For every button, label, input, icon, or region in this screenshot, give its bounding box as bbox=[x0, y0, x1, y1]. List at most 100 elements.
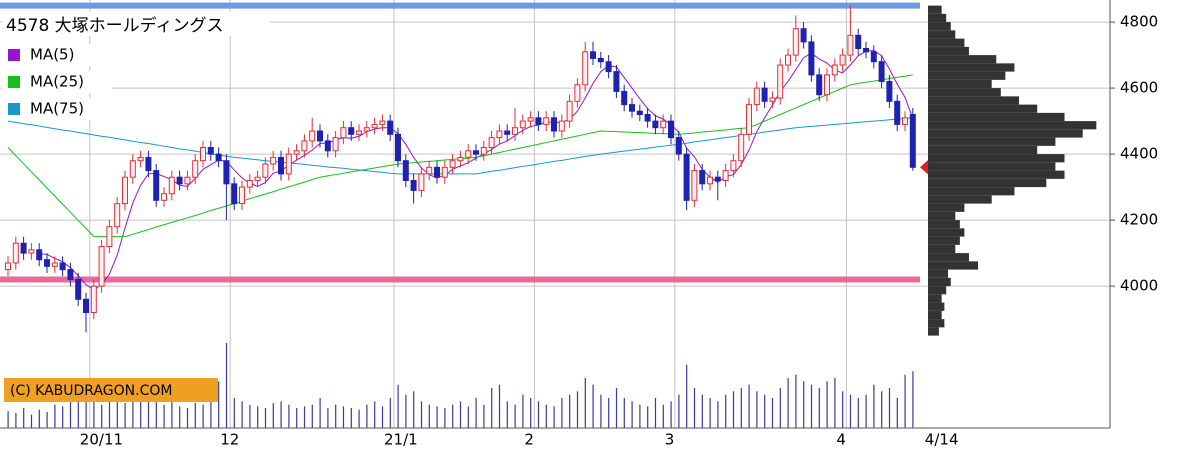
candle-body bbox=[75, 279, 82, 300]
candle-body bbox=[83, 298, 89, 314]
volume-bar bbox=[147, 398, 150, 428]
profile-bar bbox=[928, 79, 992, 89]
volume-bar bbox=[592, 384, 594, 428]
volume-bar bbox=[140, 388, 142, 428]
volume-bar bbox=[186, 408, 189, 428]
profile-bar bbox=[928, 253, 969, 262]
volume-bar bbox=[693, 388, 696, 428]
candle-body bbox=[738, 133, 745, 162]
x-tick-label: 4 bbox=[836, 431, 846, 449]
candle-body bbox=[254, 176, 261, 182]
candle-body bbox=[566, 100, 573, 122]
profile-bar bbox=[928, 211, 956, 221]
volume-bar bbox=[23, 408, 25, 428]
volume-bar bbox=[280, 401, 282, 428]
volume-bar bbox=[639, 404, 641, 428]
candle-body bbox=[457, 156, 464, 162]
volume-bar bbox=[600, 394, 602, 428]
profile-bar bbox=[928, 277, 951, 287]
volume-bar bbox=[725, 394, 727, 428]
candle-body bbox=[379, 120, 386, 125]
volume-bar bbox=[303, 406, 306, 428]
candle-body bbox=[808, 41, 815, 76]
profile-bar bbox=[928, 22, 951, 31]
candle-body bbox=[535, 117, 542, 125]
volume-bar bbox=[257, 406, 259, 428]
chart-title: 4578 大塚ホールディングス bbox=[6, 15, 223, 36]
volume-bar bbox=[810, 384, 813, 428]
volume-bar bbox=[171, 401, 173, 428]
profile-bar bbox=[928, 129, 1083, 138]
legend-background bbox=[2, 98, 112, 120]
copyright: (C) KABUDRAGON.COM bbox=[10, 383, 172, 399]
candle-body bbox=[317, 130, 323, 142]
profile-bar bbox=[928, 170, 1065, 179]
candle-body bbox=[207, 147, 214, 155]
volume-bar bbox=[670, 401, 672, 428]
volume-bar bbox=[108, 398, 111, 428]
x-tick-label: 20/11 bbox=[80, 431, 123, 449]
volume-bar bbox=[444, 408, 446, 428]
x-tick-label: 2 bbox=[524, 431, 534, 449]
profile-bar bbox=[928, 154, 1065, 163]
volume-bar bbox=[662, 404, 664, 428]
volume-bar bbox=[881, 391, 883, 428]
title-background bbox=[2, 12, 270, 36]
y-tick-label: 4000 bbox=[1120, 277, 1158, 295]
candle-body bbox=[652, 120, 659, 129]
legend-label: MA(75) bbox=[30, 100, 84, 118]
candle-body bbox=[145, 156, 152, 172]
profile-bar bbox=[928, 302, 945, 311]
volume-bar bbox=[272, 403, 274, 428]
volume-bar bbox=[179, 406, 181, 428]
volume-bar bbox=[740, 388, 742, 428]
candle-body bbox=[777, 64, 784, 99]
profile-bar bbox=[928, 327, 939, 336]
candle-body bbox=[722, 170, 729, 182]
volume-bar bbox=[623, 398, 625, 428]
volume-bar bbox=[888, 388, 891, 428]
volume-bar bbox=[389, 398, 391, 428]
candle-body bbox=[239, 186, 245, 205]
profile-bar bbox=[928, 112, 1065, 122]
candle-body bbox=[683, 153, 690, 201]
level-band bbox=[0, 2, 920, 9]
candle-body bbox=[348, 127, 355, 135]
volume-bar bbox=[584, 378, 586, 428]
profile-bar bbox=[928, 71, 1006, 80]
candle-body bbox=[402, 160, 409, 182]
profile-bar bbox=[928, 137, 1056, 146]
legend-swatch bbox=[8, 76, 20, 88]
candle-body bbox=[137, 156, 144, 162]
candle-body bbox=[449, 160, 456, 168]
legend-label: MA(5) bbox=[30, 46, 74, 64]
candle-body bbox=[519, 120, 526, 129]
candle-body bbox=[831, 64, 838, 76]
profile-bar bbox=[928, 187, 1015, 196]
candle-body bbox=[886, 81, 893, 102]
volume-bar bbox=[491, 388, 493, 428]
volume-bar bbox=[7, 411, 9, 428]
volume-bar bbox=[615, 388, 618, 428]
candle-body bbox=[753, 87, 760, 106]
profile-bar bbox=[928, 244, 956, 254]
volume-bar bbox=[264, 408, 267, 428]
candle-body bbox=[340, 127, 347, 139]
candle-body bbox=[371, 123, 378, 129]
volume-bar bbox=[202, 404, 204, 428]
volume-bar bbox=[413, 391, 415, 428]
profile-bar bbox=[928, 63, 1015, 72]
candle-body bbox=[496, 130, 503, 139]
candle-body bbox=[816, 74, 823, 96]
volume-bar bbox=[701, 394, 703, 428]
candle-body bbox=[605, 61, 612, 73]
candle-body bbox=[792, 28, 799, 56]
profile-bar bbox=[928, 286, 947, 295]
volume-bar bbox=[561, 398, 563, 428]
volume-bar bbox=[62, 406, 64, 428]
volume-bar bbox=[506, 401, 508, 428]
volume-bar bbox=[732, 391, 735, 428]
candle-body bbox=[527, 117, 534, 122]
volume-bar bbox=[163, 404, 165, 428]
candle-body bbox=[293, 150, 300, 155]
